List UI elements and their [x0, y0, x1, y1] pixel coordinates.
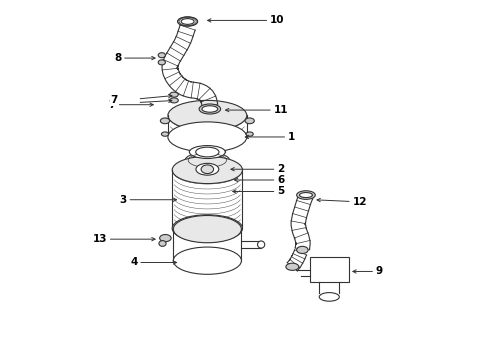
- Ellipse shape: [160, 234, 171, 242]
- Text: 3: 3: [120, 195, 126, 205]
- Ellipse shape: [168, 100, 247, 131]
- Ellipse shape: [296, 246, 308, 253]
- Ellipse shape: [170, 98, 178, 103]
- Text: 4: 4: [130, 257, 137, 267]
- Ellipse shape: [258, 241, 265, 248]
- Ellipse shape: [299, 193, 313, 198]
- Ellipse shape: [158, 60, 166, 65]
- Ellipse shape: [159, 240, 166, 246]
- Ellipse shape: [170, 92, 178, 97]
- Text: 1: 1: [288, 132, 295, 142]
- Ellipse shape: [196, 163, 219, 175]
- Ellipse shape: [191, 154, 223, 166]
- Ellipse shape: [196, 147, 219, 157]
- Ellipse shape: [199, 104, 221, 114]
- Ellipse shape: [246, 132, 253, 136]
- Ellipse shape: [158, 53, 166, 58]
- Ellipse shape: [190, 145, 225, 158]
- Ellipse shape: [161, 132, 169, 136]
- Ellipse shape: [172, 215, 243, 242]
- Polygon shape: [291, 193, 313, 250]
- Polygon shape: [287, 250, 307, 271]
- Ellipse shape: [173, 216, 242, 243]
- Ellipse shape: [172, 156, 243, 184]
- Ellipse shape: [187, 161, 228, 177]
- Polygon shape: [162, 25, 218, 107]
- Ellipse shape: [177, 17, 197, 26]
- Text: 6: 6: [277, 175, 285, 185]
- Ellipse shape: [202, 106, 218, 112]
- Ellipse shape: [173, 247, 242, 274]
- Text: 10: 10: [270, 15, 285, 26]
- Text: 2: 2: [277, 164, 285, 174]
- Ellipse shape: [168, 122, 247, 152]
- Text: 11: 11: [274, 105, 288, 115]
- Ellipse shape: [245, 118, 254, 124]
- Ellipse shape: [160, 118, 170, 124]
- Ellipse shape: [185, 152, 230, 168]
- Text: 8: 8: [114, 53, 122, 63]
- Ellipse shape: [181, 19, 194, 24]
- Text: 12: 12: [353, 197, 367, 207]
- Ellipse shape: [201, 165, 214, 174]
- Text: 13: 13: [93, 234, 107, 244]
- Ellipse shape: [286, 263, 299, 270]
- Text: 5: 5: [277, 186, 285, 197]
- Text: 9: 9: [376, 266, 383, 276]
- Ellipse shape: [296, 191, 315, 199]
- Ellipse shape: [319, 293, 339, 301]
- Ellipse shape: [190, 140, 225, 153]
- Bar: [310, 257, 349, 282]
- Text: 7: 7: [110, 95, 118, 105]
- Text: 7: 7: [108, 100, 116, 110]
